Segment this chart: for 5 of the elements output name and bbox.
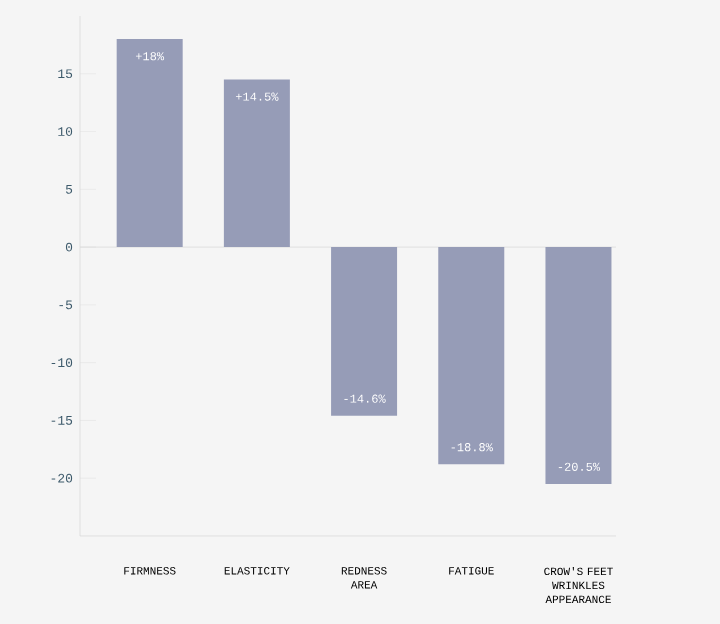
bar (438, 247, 505, 465)
bar (223, 79, 290, 248)
bar (545, 247, 612, 484)
bar (116, 39, 183, 248)
bar (331, 247, 398, 416)
